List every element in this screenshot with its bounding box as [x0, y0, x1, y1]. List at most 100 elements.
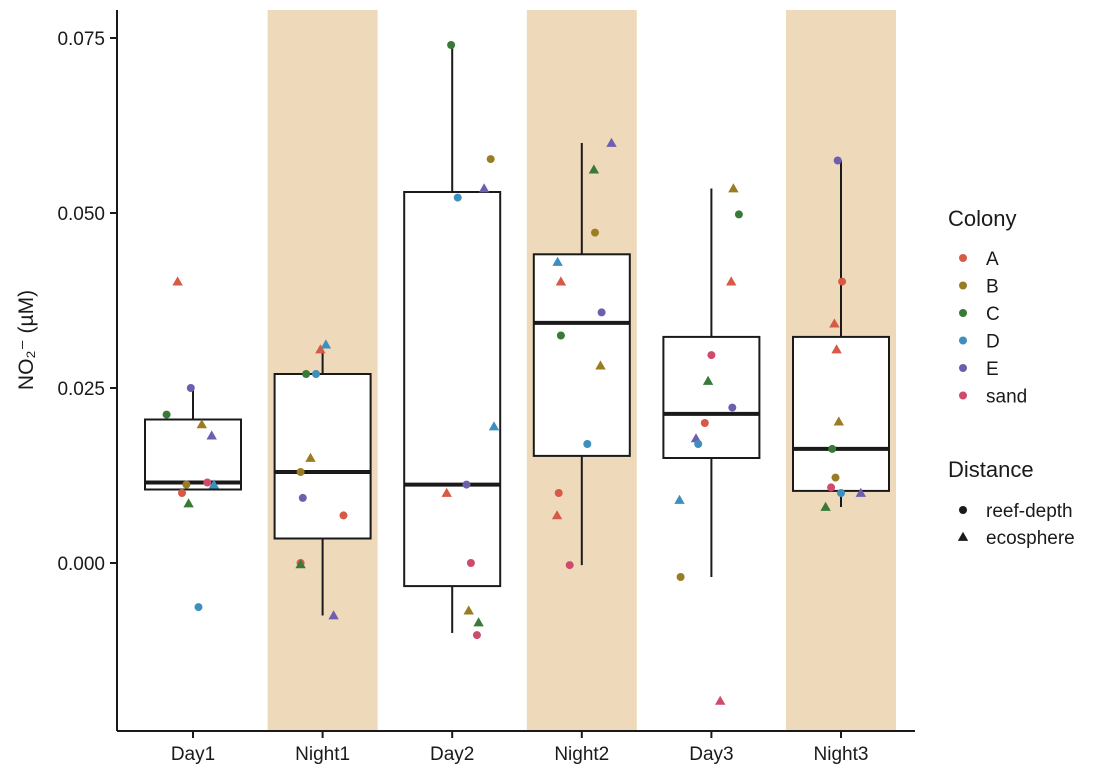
data-point-night2-34 — [554, 489, 563, 497]
x-tick-label: Night2 — [554, 744, 609, 765]
data-point-night2-36 — [555, 276, 567, 286]
data-point-day2-22 — [447, 41, 456, 49]
legend-label-colony-c: C — [986, 304, 1000, 325]
data-point-night2-33 — [551, 510, 563, 520]
data-point-night3-67 — [855, 487, 866, 497]
data-point-night2-43 — [597, 308, 606, 317]
data-point-day3-45 — [674, 494, 685, 504]
point-layer — [162, 41, 866, 705]
data-point-day2-31 — [486, 155, 495, 164]
x-tick-label: Day2 — [430, 744, 474, 765]
box-night2 — [532, 143, 631, 566]
legend-key-colony-c — [959, 309, 967, 317]
legend-key-colony-e — [959, 364, 967, 372]
data-point-day1-8 — [203, 478, 212, 487]
x-tick-label: Day1 — [171, 744, 215, 765]
legend-title-colony: Colony — [948, 206, 1016, 231]
data-point-day1-4 — [183, 498, 194, 508]
x-tick-label: Day3 — [689, 744, 733, 765]
data-point-day2-29 — [473, 617, 484, 627]
box-body-day1 — [144, 418, 242, 491]
data-point-night1-16 — [305, 452, 316, 462]
data-point-day1-3 — [182, 480, 191, 489]
data-point-day1-0 — [162, 410, 171, 419]
data-point-night3-64 — [833, 416, 844, 426]
data-point-day1-6 — [194, 603, 203, 612]
data-point-day3-46 — [676, 573, 685, 581]
legend-label-distance-ecosphere: ecosphere — [986, 528, 1075, 549]
data-point-day2-25 — [462, 480, 471, 489]
x-tick-label: Night3 — [814, 744, 869, 765]
box-body-day2 — [403, 191, 502, 588]
data-point-day2-26 — [463, 605, 474, 615]
axes-layer: 0.000 0.025 0.050 0.075 Day1 Night1 Day2 Night2… — [57, 10, 915, 765]
box-night1 — [273, 349, 372, 616]
data-point-night3-66 — [838, 277, 847, 286]
legend-key-colony-d — [959, 336, 967, 345]
y-tick-label: 0.000 — [57, 554, 105, 575]
data-point-day3-48 — [694, 440, 703, 448]
legend-label-colony-d: D — [986, 332, 1000, 353]
box-body-night2 — [532, 253, 631, 457]
data-point-day2-27 — [466, 559, 475, 567]
data-point-day2-28 — [472, 631, 481, 640]
data-point-night1-20 — [328, 610, 339, 620]
data-point-day1-10 — [208, 479, 220, 489]
data-point-night3-63 — [833, 156, 842, 165]
data-point-night3-58 — [827, 483, 836, 492]
legend-label-colony-b: B — [986, 277, 999, 298]
data-point-day2-30 — [478, 183, 490, 193]
data-point-night2-44 — [606, 137, 617, 147]
data-point-night1-21 — [339, 511, 348, 520]
data-point-day3-55 — [728, 183, 739, 193]
data-point-day2-32 — [488, 421, 500, 431]
data-point-night2-39 — [583, 440, 592, 448]
box-day1 — [144, 388, 242, 491]
box-layer — [144, 45, 890, 633]
data-point-day3-52 — [715, 695, 726, 705]
legend-key-colony-b — [959, 281, 967, 290]
data-point-day2-24 — [453, 193, 462, 202]
data-point-night3-59 — [828, 444, 837, 453]
data-point-night1-15 — [302, 370, 311, 378]
data-point-day1-1 — [172, 276, 183, 286]
box-night3 — [792, 160, 890, 507]
data-point-night3-60 — [829, 318, 840, 328]
data-point-day3-56 — [734, 210, 743, 219]
data-point-day1-7 — [196, 419, 207, 429]
data-point-night2-41 — [591, 228, 599, 237]
data-point-night1-12 — [295, 559, 306, 569]
data-point-night3-65 — [837, 489, 845, 497]
data-point-day3-53 — [728, 403, 737, 412]
data-point-night1-13 — [296, 468, 305, 476]
data-point-night1-17 — [312, 370, 320, 378]
data-point-night3-61 — [831, 473, 840, 482]
data-point-day3-50 — [702, 375, 714, 385]
data-point-night2-35 — [552, 256, 563, 266]
legend-key-colony-sand — [959, 391, 967, 400]
data-point-night2-37 — [556, 331, 565, 340]
legend-label-colony-e: E — [986, 359, 999, 380]
box-body-night3 — [792, 335, 890, 492]
legend-title-distance: Distance — [948, 457, 1034, 482]
box-body-night1 — [273, 373, 372, 540]
data-point-night1-19 — [320, 339, 332, 349]
data-point-day1-5 — [186, 384, 195, 392]
legend-label-colony-sand: sand — [986, 387, 1027, 408]
legend-label-colony-a: A — [986, 249, 999, 270]
data-point-day3-51 — [707, 351, 716, 360]
legend-key-colony-a — [959, 254, 967, 262]
data-point-night1-14 — [298, 493, 307, 502]
data-point-day1-2 — [178, 489, 186, 497]
data-point-night2-38 — [565, 561, 574, 570]
legend-key-distance-ecosphere — [957, 531, 969, 541]
y-tick-label: 0.075 — [57, 29, 105, 50]
data-point-night2-42 — [595, 360, 606, 370]
y-tick-label: 0.050 — [57, 204, 105, 225]
data-point-day1-9 — [206, 430, 217, 440]
data-point-day3-49 — [700, 419, 709, 427]
data-point-night3-57 — [820, 501, 831, 511]
x-tick-label: Night1 — [295, 744, 350, 765]
